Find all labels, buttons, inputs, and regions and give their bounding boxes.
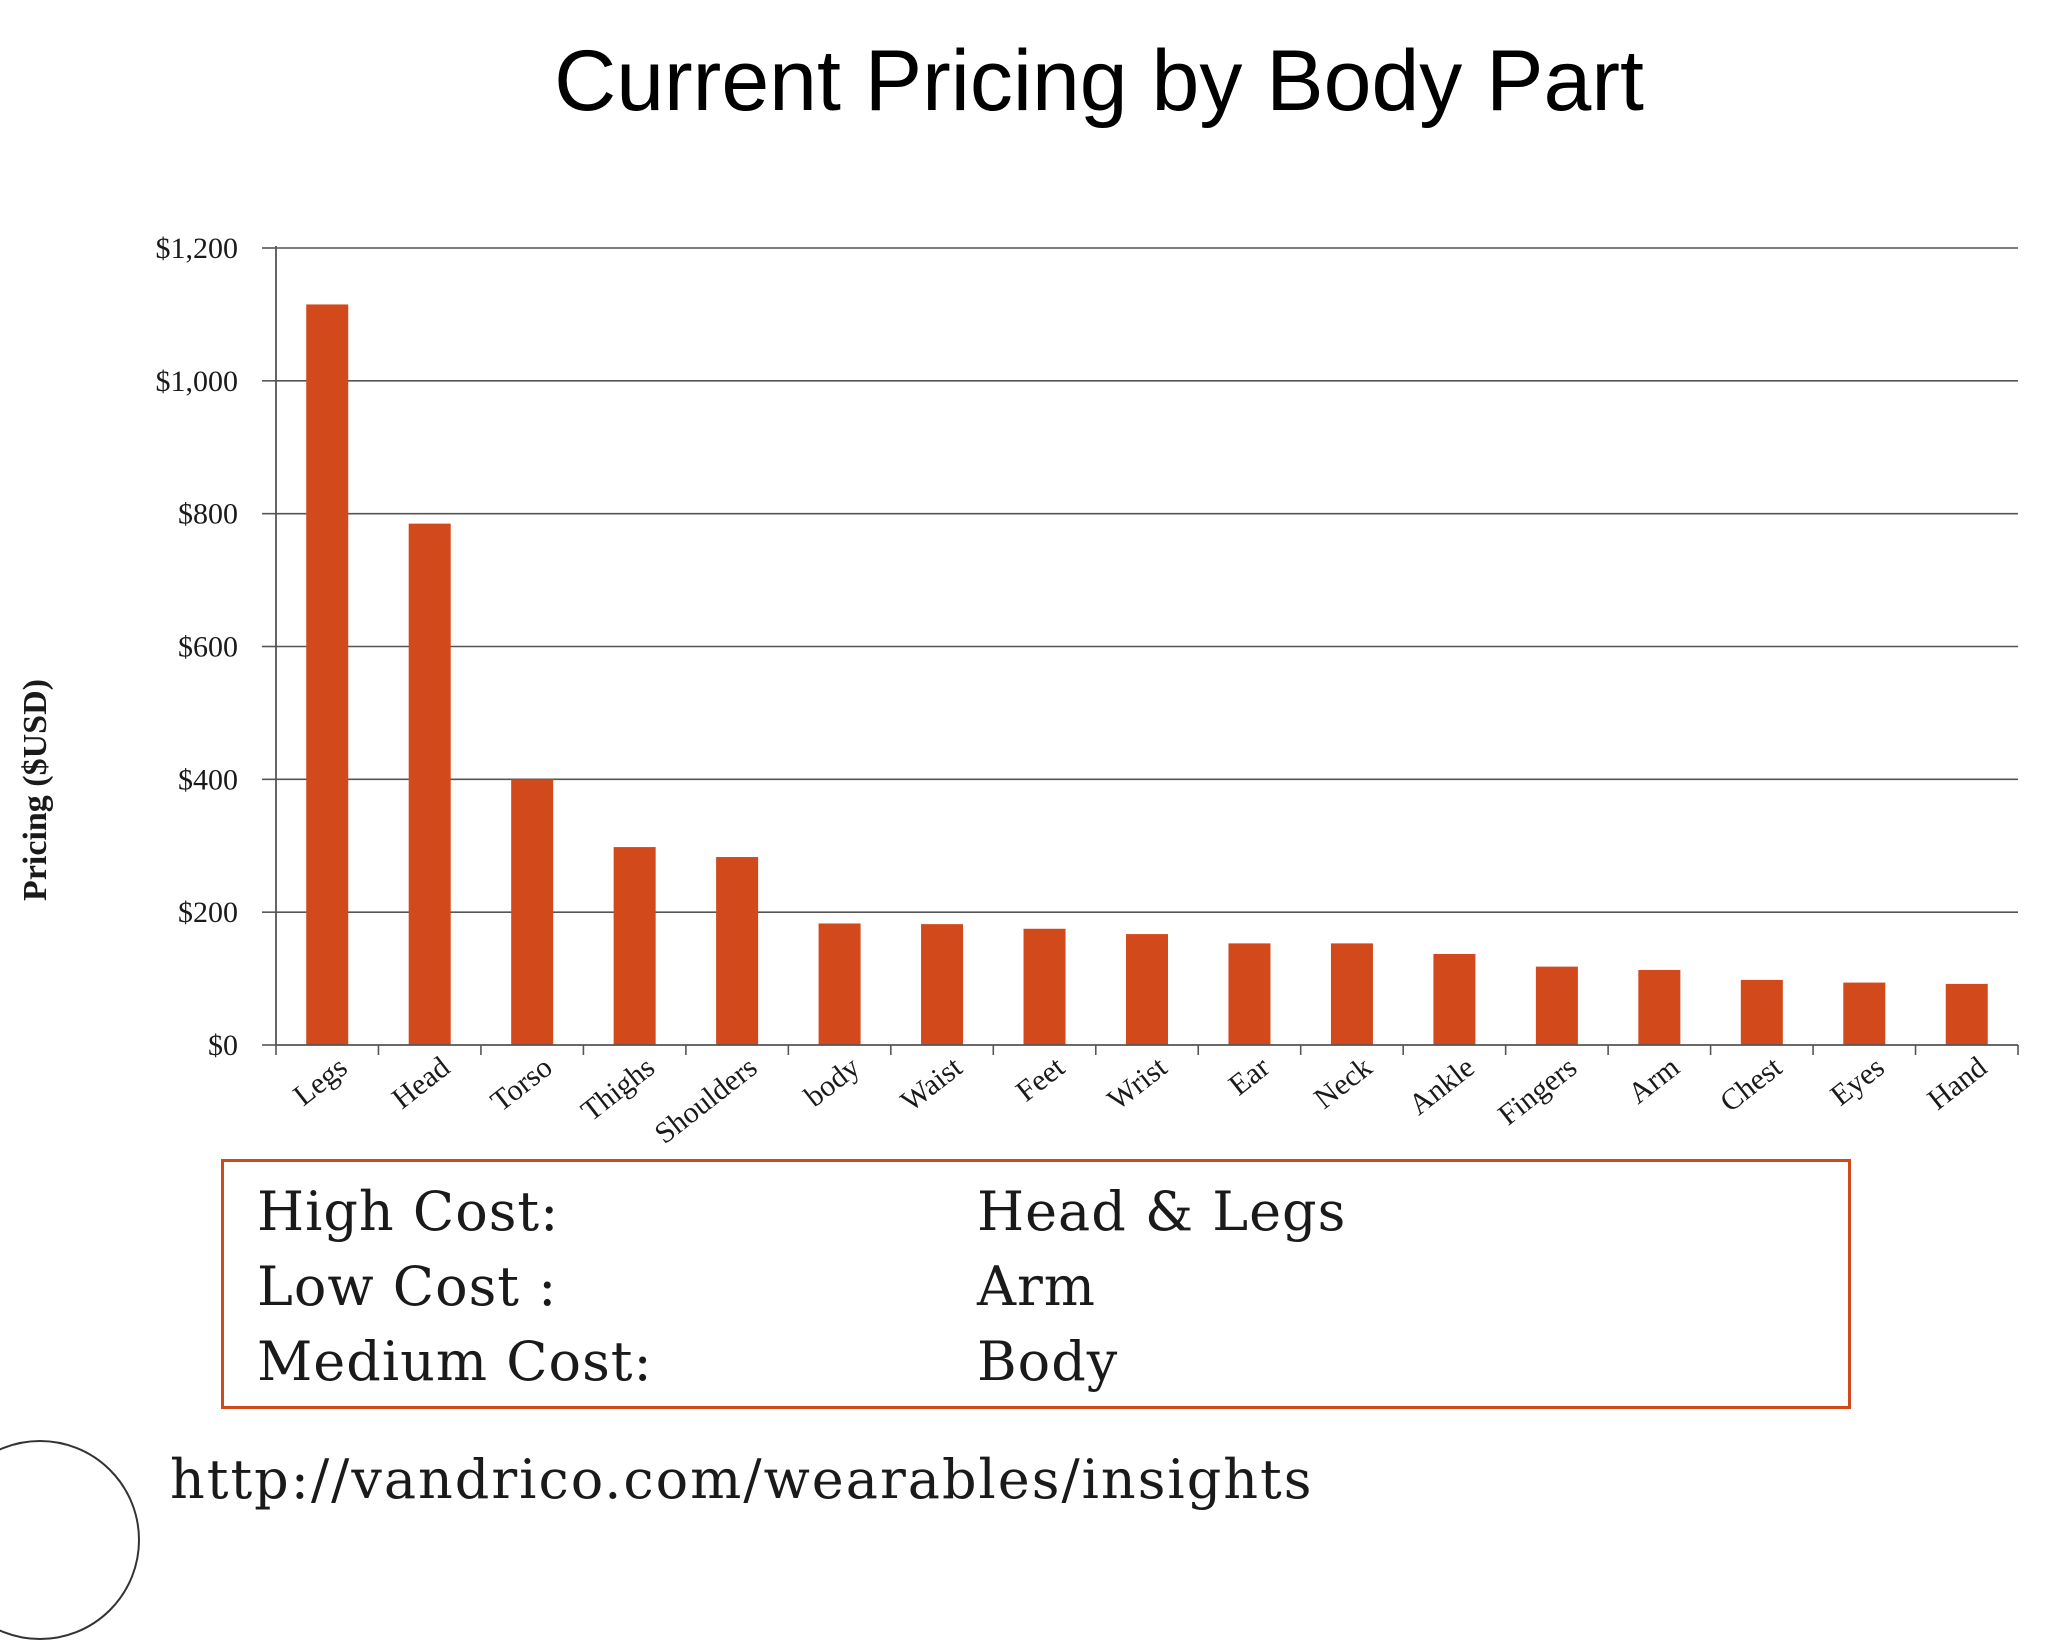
- bar-waist: [921, 924, 964, 1045]
- y-tick-label: $1,000: [156, 365, 239, 398]
- bar-feet: [1023, 928, 1066, 1045]
- bar-shoulders: [716, 857, 759, 1045]
- x-tick-label: Head: [386, 1051, 456, 1116]
- y-tick-label: $200: [178, 896, 238, 929]
- bar-torso: [511, 779, 554, 1045]
- y-tick-label: $400: [178, 763, 238, 796]
- x-tick-label: Eyes: [1824, 1051, 1890, 1113]
- bar-chart: $0 $200 $400 $600 $800 $1,000 $1,200 Legs Head T…: [17, 232, 2019, 1151]
- bar-head: [408, 523, 451, 1045]
- gridlines: [276, 247, 2018, 913]
- cost-summary-box: High Cost: Head & Legs Low Cost : Arm Me…: [221, 1159, 1851, 1409]
- x-tick-label: Torso: [485, 1051, 559, 1119]
- y-tick-label: $1,200: [156, 232, 239, 265]
- y-tick-label: $0: [208, 1029, 238, 1062]
- source-url[interactable]: http://vandrico.com/wearables/insights: [170, 1448, 1314, 1511]
- axes: [275, 246, 2018, 1046]
- bar-hand: [1945, 983, 1988, 1045]
- bar-eyes: [1843, 982, 1886, 1045]
- bar-fingers: [1535, 966, 1578, 1045]
- y-tick-label: $600: [178, 631, 238, 664]
- x-tick-label: Fingers: [1492, 1051, 1583, 1132]
- cost-row-value: Body: [977, 1330, 1119, 1393]
- cost-row-value: Head & Legs: [977, 1180, 1347, 1243]
- slide-title: Current Pricing by Body Part: [554, 33, 1644, 129]
- bar-body: [818, 923, 861, 1045]
- x-tick-label: Arm: [1622, 1051, 1686, 1111]
- cost-row-low: Low Cost : Arm: [257, 1255, 1817, 1325]
- cost-row-label: Medium Cost:: [257, 1330, 653, 1393]
- cost-row-high: High Cost: Head & Legs: [257, 1180, 1817, 1250]
- bar-arm: [1638, 969, 1681, 1045]
- y-axis-label: Pricing ($USD): [17, 679, 54, 901]
- bar-neck: [1330, 943, 1373, 1045]
- bar-thighs: [613, 847, 656, 1045]
- cost-row-label: High Cost:: [257, 1180, 560, 1243]
- x-tick-label: Shoulders: [649, 1051, 764, 1151]
- bar-ankle: [1433, 954, 1476, 1045]
- bar-legs: [306, 304, 349, 1045]
- x-tick-label: Ear: [1223, 1051, 1276, 1103]
- bar-ear: [1228, 943, 1271, 1045]
- x-tick-label: Feet: [1010, 1050, 1072, 1108]
- cost-row-value: Arm: [977, 1255, 1097, 1318]
- y-axis-ticks: $0 $200 $400 $600 $800 $1,000 $1,200: [156, 232, 276, 1062]
- x-tick-label: Chest: [1714, 1050, 1789, 1118]
- x-tick-label: Hand: [1922, 1051, 1994, 1117]
- bar-chest: [1740, 979, 1783, 1045]
- x-tick-label: Wrist: [1101, 1050, 1173, 1117]
- x-tick-label: Legs: [287, 1051, 353, 1113]
- cost-row-medium: Medium Cost: Body: [257, 1330, 1817, 1400]
- x-tick-label: Waist: [895, 1050, 969, 1118]
- x-tick-label: Thighs: [575, 1051, 661, 1128]
- bars: [306, 304, 1988, 1045]
- x-tick-label: Neck: [1308, 1051, 1378, 1116]
- decorative-corner-arc: [0, 1440, 140, 1640]
- x-tick-label: Ankle: [1403, 1051, 1481, 1122]
- cost-row-label: Low Cost :: [257, 1255, 558, 1318]
- y-tick-label: $800: [178, 498, 238, 531]
- x-tick-label: body: [798, 1051, 866, 1114]
- bar-wrist: [1125, 934, 1169, 1045]
